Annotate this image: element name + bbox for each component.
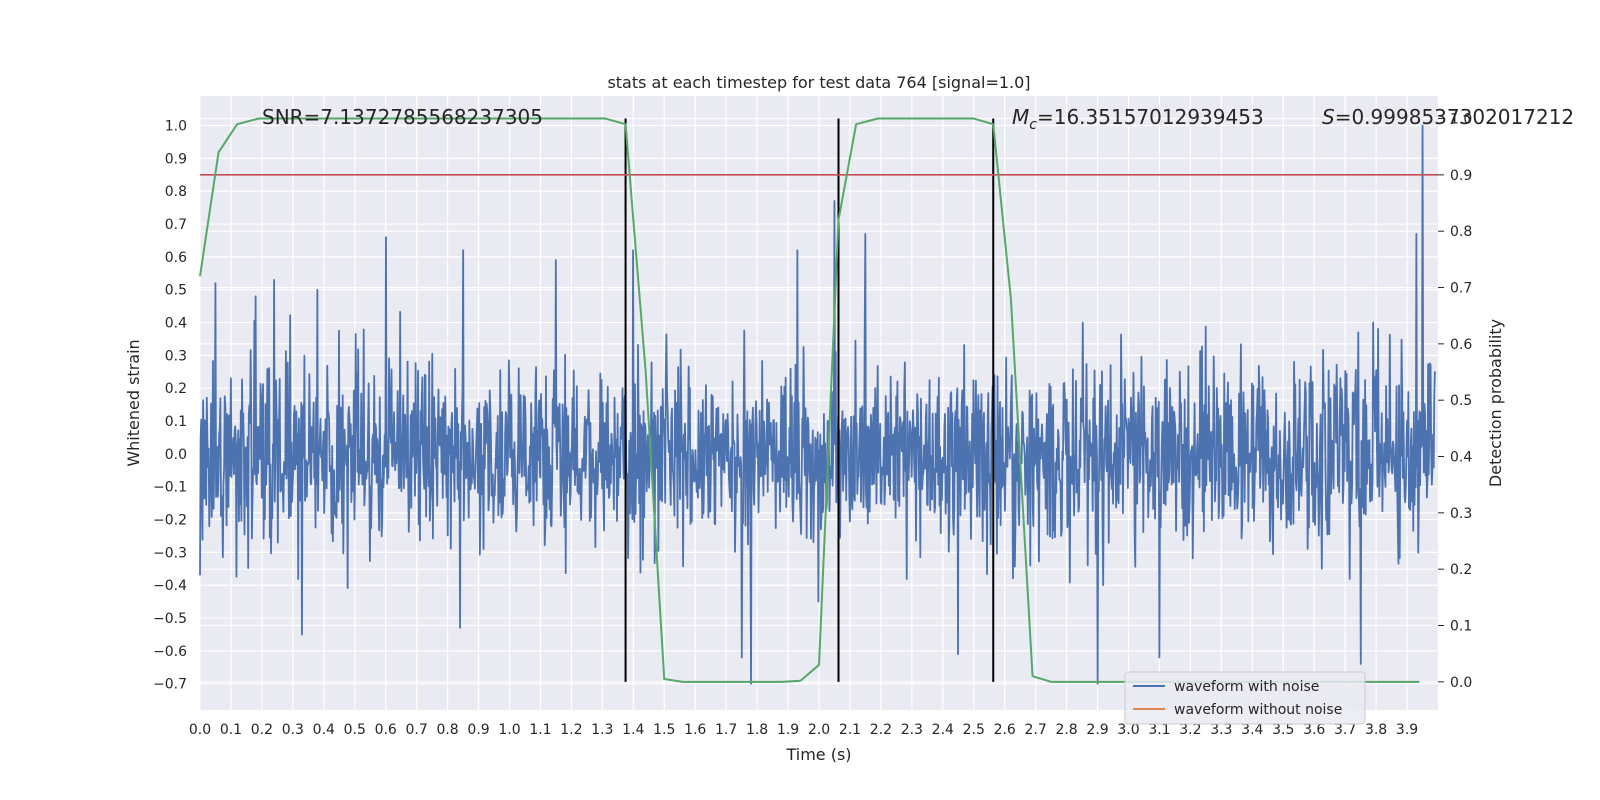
x-tick-label: 0.3 — [282, 722, 304, 738]
y-tick-label-right: 0.8 — [1450, 224, 1472, 240]
y-tick-label-right: 0.5 — [1450, 393, 1472, 409]
noise-series — [199, 124, 1436, 685]
legend: waveform with noise waveform without noi… — [1124, 671, 1366, 725]
legend-box — [1124, 671, 1366, 725]
snr-annotation: SNR=7.1372785568237305 — [262, 105, 543, 129]
x-tick-label: 1.9 — [777, 722, 799, 738]
y-tick-label-left: 0.1 — [165, 414, 187, 430]
x-tick-label: 2.5 — [963, 722, 985, 738]
x-tick-label: 2.1 — [839, 722, 861, 738]
x-tick-label: 2.6 — [994, 722, 1016, 738]
x-tick-label: 1.3 — [591, 722, 613, 738]
y-tick-label-left: 0.3 — [165, 348, 187, 364]
x-tick-label: 3.3 — [1210, 722, 1232, 738]
overlap-symbol: S — [1322, 105, 1335, 129]
noise-waveform-line — [199, 124, 1436, 685]
x-tick-label: 0.1 — [220, 722, 242, 738]
x-tick-label: 2.4 — [932, 722, 954, 738]
x-tick-label: 2.7 — [1025, 722, 1047, 738]
x-axis-label: Time (s) — [785, 745, 851, 764]
x-tick-label: 3.0 — [1117, 722, 1139, 738]
x-tick-label: 3.6 — [1303, 722, 1325, 738]
x-tick-label: 3.4 — [1241, 722, 1263, 738]
y-tick-label-left: −0.3 — [153, 545, 187, 561]
y-tick-label-right: 0.0 — [1450, 675, 1472, 691]
legend-label-clean: waveform without noise — [1174, 702, 1342, 718]
y-tick-label-left: 0.9 — [165, 151, 187, 167]
y-tick-label-left: −0.4 — [153, 578, 187, 594]
y-tick-label-left: 0.2 — [165, 381, 187, 397]
y-tick-label-left: 0.5 — [165, 283, 187, 299]
x-tick-label: 2.0 — [808, 722, 830, 738]
chart-title: stats at each timestep for test data 764… — [607, 73, 1030, 92]
x-tick-label: 2.9 — [1086, 722, 1108, 738]
chirp-mass-symbol: M — [1012, 105, 1029, 129]
x-tick-label: 3.7 — [1334, 722, 1356, 738]
y-tick-label-left: 0.7 — [165, 217, 187, 233]
x-tick-label: 1.0 — [498, 722, 520, 738]
y-tick-label-right: 0.3 — [1450, 506, 1472, 522]
x-tick-label: 0.8 — [436, 722, 458, 738]
y-tick-label-left: 0.0 — [165, 447, 187, 463]
overlap-value: =0.9998537302017212 — [1335, 105, 1574, 129]
y-tick-label-left: −0.2 — [153, 513, 187, 529]
x-tick-label: 1.2 — [560, 722, 582, 738]
x-tick-label: 3.9 — [1396, 722, 1418, 738]
x-tick-label: 1.6 — [684, 722, 706, 738]
x-tick-label: 1.5 — [653, 722, 675, 738]
x-tick-label: 3.8 — [1365, 722, 1387, 738]
x-tick-label: 3.1 — [1148, 722, 1170, 738]
x-tick-label: 1.8 — [746, 722, 768, 738]
y-tick-label-right: 0.9 — [1450, 168, 1472, 184]
x-tick-label: 2.2 — [870, 722, 892, 738]
y-tick-label-left: −0.6 — [153, 644, 187, 660]
x-tick-label: 2.3 — [901, 722, 923, 738]
x-tick-label: 0.9 — [467, 722, 489, 738]
y-tick-label-right: 0.7 — [1450, 281, 1472, 297]
x-tick-label: 3.5 — [1272, 722, 1294, 738]
y-tick-label-left: −0.7 — [153, 677, 187, 693]
y-tick-label-right: 0.2 — [1450, 562, 1472, 578]
y-tick-label-left: 1.0 — [165, 119, 187, 135]
chirp-mass-value: =16.35157012939453 — [1037, 105, 1264, 129]
legend-label-noise: waveform with noise — [1174, 679, 1319, 695]
x-tick-label: 0.5 — [344, 722, 366, 738]
y-tick-label-left: −0.5 — [153, 611, 187, 627]
y-tick-label-right: 0.4 — [1450, 450, 1472, 466]
y-tick-label-left: 0.6 — [165, 250, 187, 266]
x-tick-label: 1.4 — [622, 722, 644, 738]
x-tick-label: 0.7 — [406, 722, 428, 738]
x-tick-label: 0.0 — [189, 722, 211, 738]
y-tick-label-left: −0.1 — [153, 480, 187, 496]
overlap-annotation: S=0.9998537302017212 — [1322, 105, 1574, 129]
x-tick-label: 1.7 — [715, 722, 737, 738]
tick-labels: 0.0 0.1 0.2 0.3 0.4 0.5 0.6 0.7 0.8 0.9 1.0 1.1 1.2 1… — [153, 112, 1472, 738]
x-tick-label: 0.6 — [375, 722, 397, 738]
x-tick-label: 0.4 — [313, 722, 335, 738]
x-tick-label: 1.1 — [529, 722, 551, 738]
x-tick-label: 3.2 — [1179, 722, 1201, 738]
x-tick-label: 0.2 — [251, 722, 273, 738]
x-tick-label: 2.8 — [1055, 722, 1077, 738]
chirp-mass-annotation: Mc=16.35157012939453 — [1012, 105, 1264, 133]
y-axis-label-right: Detection probability — [1486, 319, 1505, 487]
y-tick-label-right: 0.1 — [1450, 619, 1472, 635]
y-tick-label-right: 0.6 — [1450, 337, 1472, 353]
y-axis-label-left: Whitened strain — [124, 339, 143, 466]
chirp-mass-subscript: c — [1029, 117, 1037, 133]
detection-markers — [624, 118, 995, 682]
y-tick-label-right: 1.0 — [1450, 112, 1472, 128]
y-tick-label-left: 0.8 — [165, 184, 187, 200]
y-tick-label-left: 0.4 — [165, 316, 187, 332]
